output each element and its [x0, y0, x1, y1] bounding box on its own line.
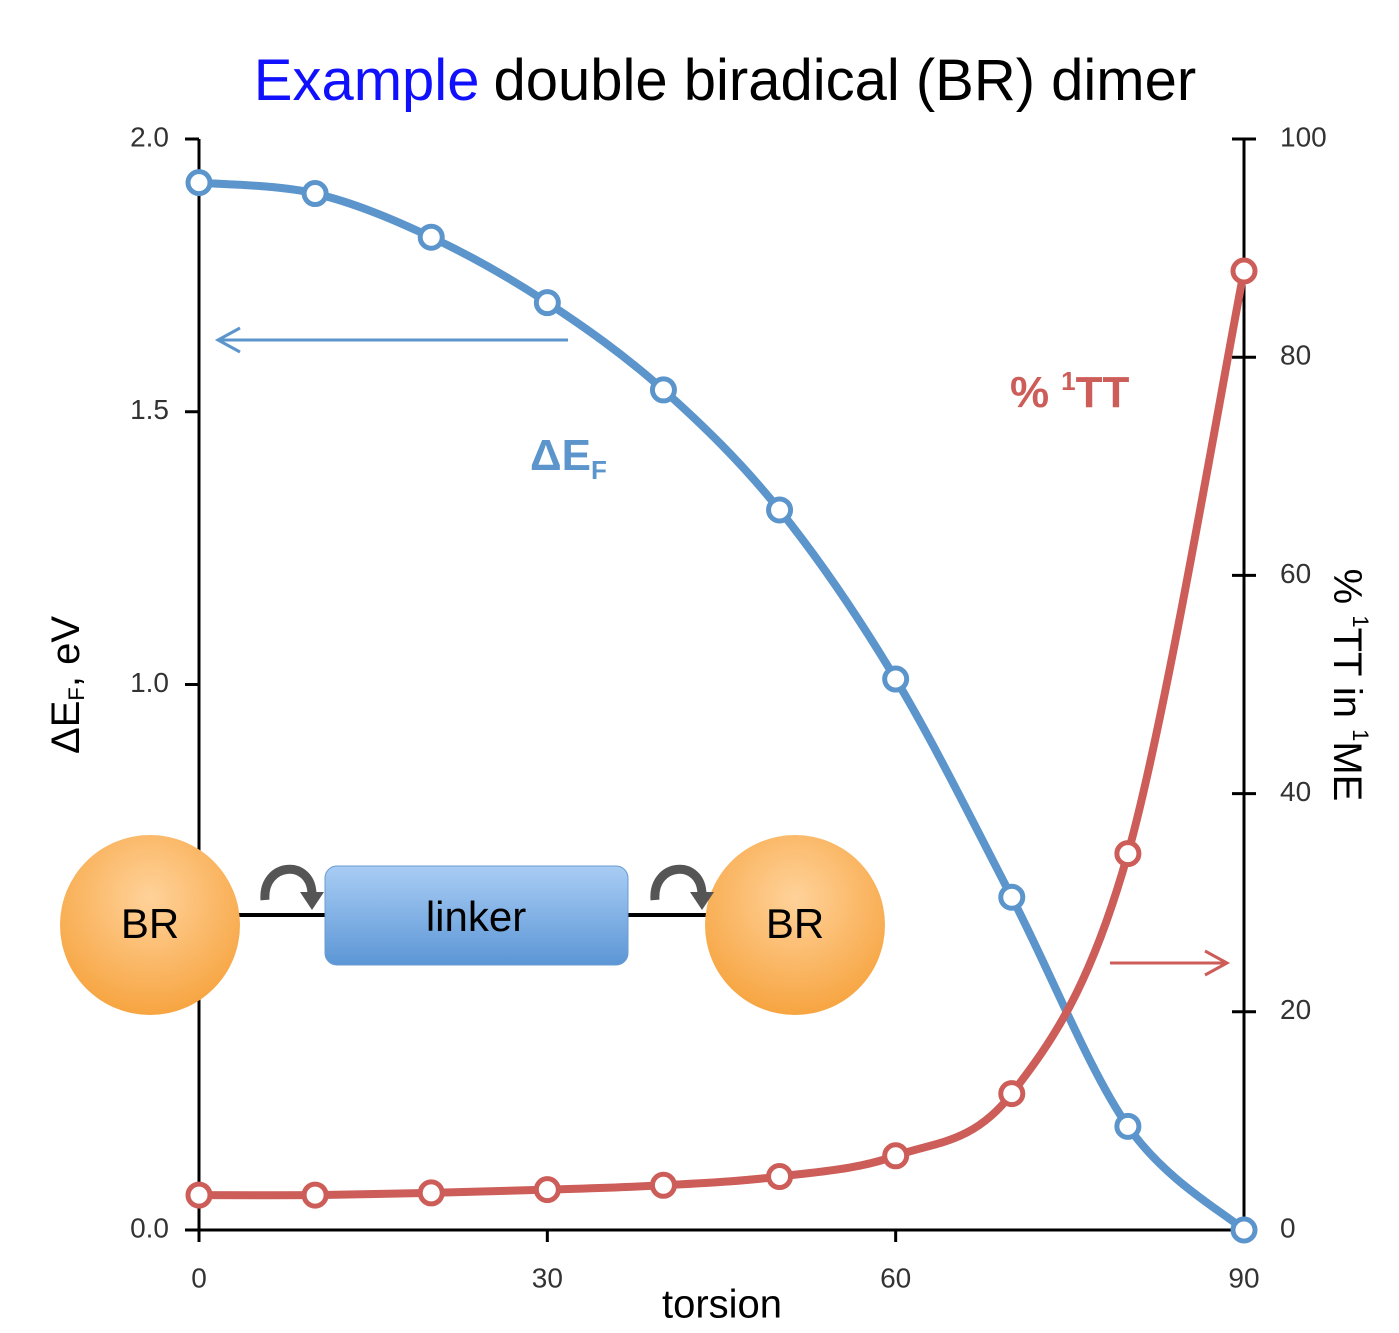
axis-arrows — [214, 326, 1231, 977]
y2-label-b: TT in — [1325, 628, 1369, 730]
y2-axis-label: % 1TT in 1ME — [1325, 569, 1373, 802]
series-label-rest: TT — [1076, 368, 1130, 417]
y2-tick-label: 0 — [1280, 1212, 1296, 1243]
data-point — [417, 1179, 445, 1207]
data-point — [882, 1142, 910, 1170]
y2-label-c: ME — [1325, 741, 1369, 801]
y-label-main: ΔE — [44, 701, 88, 754]
series-label-main: % — [1010, 368, 1049, 417]
linker-box — [324, 865, 629, 966]
series-label: ΔEF — [530, 431, 607, 485]
data-point — [301, 180, 329, 208]
chart-title: Example double biradical (BR) dimer — [254, 48, 1196, 113]
y2-tick-label: 80 — [1280, 340, 1311, 371]
arrow-head — [214, 326, 241, 354]
y2-tick-label: 60 — [1280, 558, 1311, 589]
y2-label-sup: 1 — [1348, 615, 1373, 627]
series-line — [198, 270, 1248, 1200]
x-axis-label: torsion — [662, 1283, 782, 1327]
data-point — [1230, 257, 1258, 285]
y2-label-a: % — [1325, 569, 1369, 616]
y-tick-label: 2.0 — [130, 121, 169, 152]
y-tick-label: 1.5 — [130, 394, 169, 425]
data-point — [1114, 1112, 1142, 1140]
y-axis-label: ΔEF, eV — [44, 616, 89, 754]
data-point — [998, 1080, 1026, 1108]
y2-tick-label: 40 — [1280, 776, 1311, 807]
diagram-label: linker — [426, 893, 526, 940]
x-tick-label: 90 — [1228, 1262, 1259, 1293]
molecule-diagram: BR linker BR — [60, 835, 885, 1015]
data-point — [185, 1181, 213, 1209]
data-point — [649, 376, 677, 404]
plot-area: 0.0 1.0 1.5 2.0 0 20 40 60 80 100 0 30 60 90 — [130, 121, 1327, 1293]
x-tick-label: 30 — [532, 1262, 563, 1293]
data-point — [417, 223, 445, 251]
data-point — [766, 1163, 794, 1191]
title-prefix: Example — [254, 48, 480, 113]
diagram-label: BR — [766, 900, 824, 947]
y-label-rest: , eV — [44, 616, 88, 687]
data-point — [1114, 840, 1142, 868]
data-point — [185, 169, 213, 197]
rotation-arrow-head — [300, 892, 324, 910]
y-label-sub: F — [64, 687, 89, 700]
br-circle — [60, 835, 240, 1015]
data-point — [998, 883, 1026, 911]
rotation-arrow-head — [690, 892, 714, 910]
y2-label-sup: 1 — [1348, 729, 1373, 741]
data-point — [533, 1176, 561, 1204]
x-tick-label: 0 — [191, 1262, 207, 1293]
y-tick-label: 1.0 — [130, 667, 169, 698]
y2-tick-label: 20 — [1280, 994, 1311, 1025]
series-label-main: ΔE — [530, 431, 591, 480]
br-circle — [705, 835, 885, 1015]
diagram-label: BR — [121, 900, 179, 947]
y-tick-label: 0.0 — [130, 1212, 169, 1243]
data-point — [1230, 1216, 1258, 1244]
rotation-arrow — [260, 864, 317, 901]
data-point — [882, 665, 910, 693]
data-point — [649, 1171, 677, 1199]
rotation-arrow — [650, 864, 707, 901]
title-main: double biradical (BR) dimer — [493, 48, 1196, 113]
series-label-sup: 1 — [1061, 366, 1075, 396]
data-point — [766, 496, 794, 524]
y2-tick-label: 100 — [1280, 121, 1327, 152]
arrow-head — [1204, 949, 1231, 977]
data-point — [533, 289, 561, 317]
series-label-sub: F — [591, 455, 607, 485]
data-point — [301, 1181, 329, 1209]
x-tick-label: 60 — [880, 1262, 911, 1293]
series-label: % 1TT — [1010, 366, 1129, 417]
